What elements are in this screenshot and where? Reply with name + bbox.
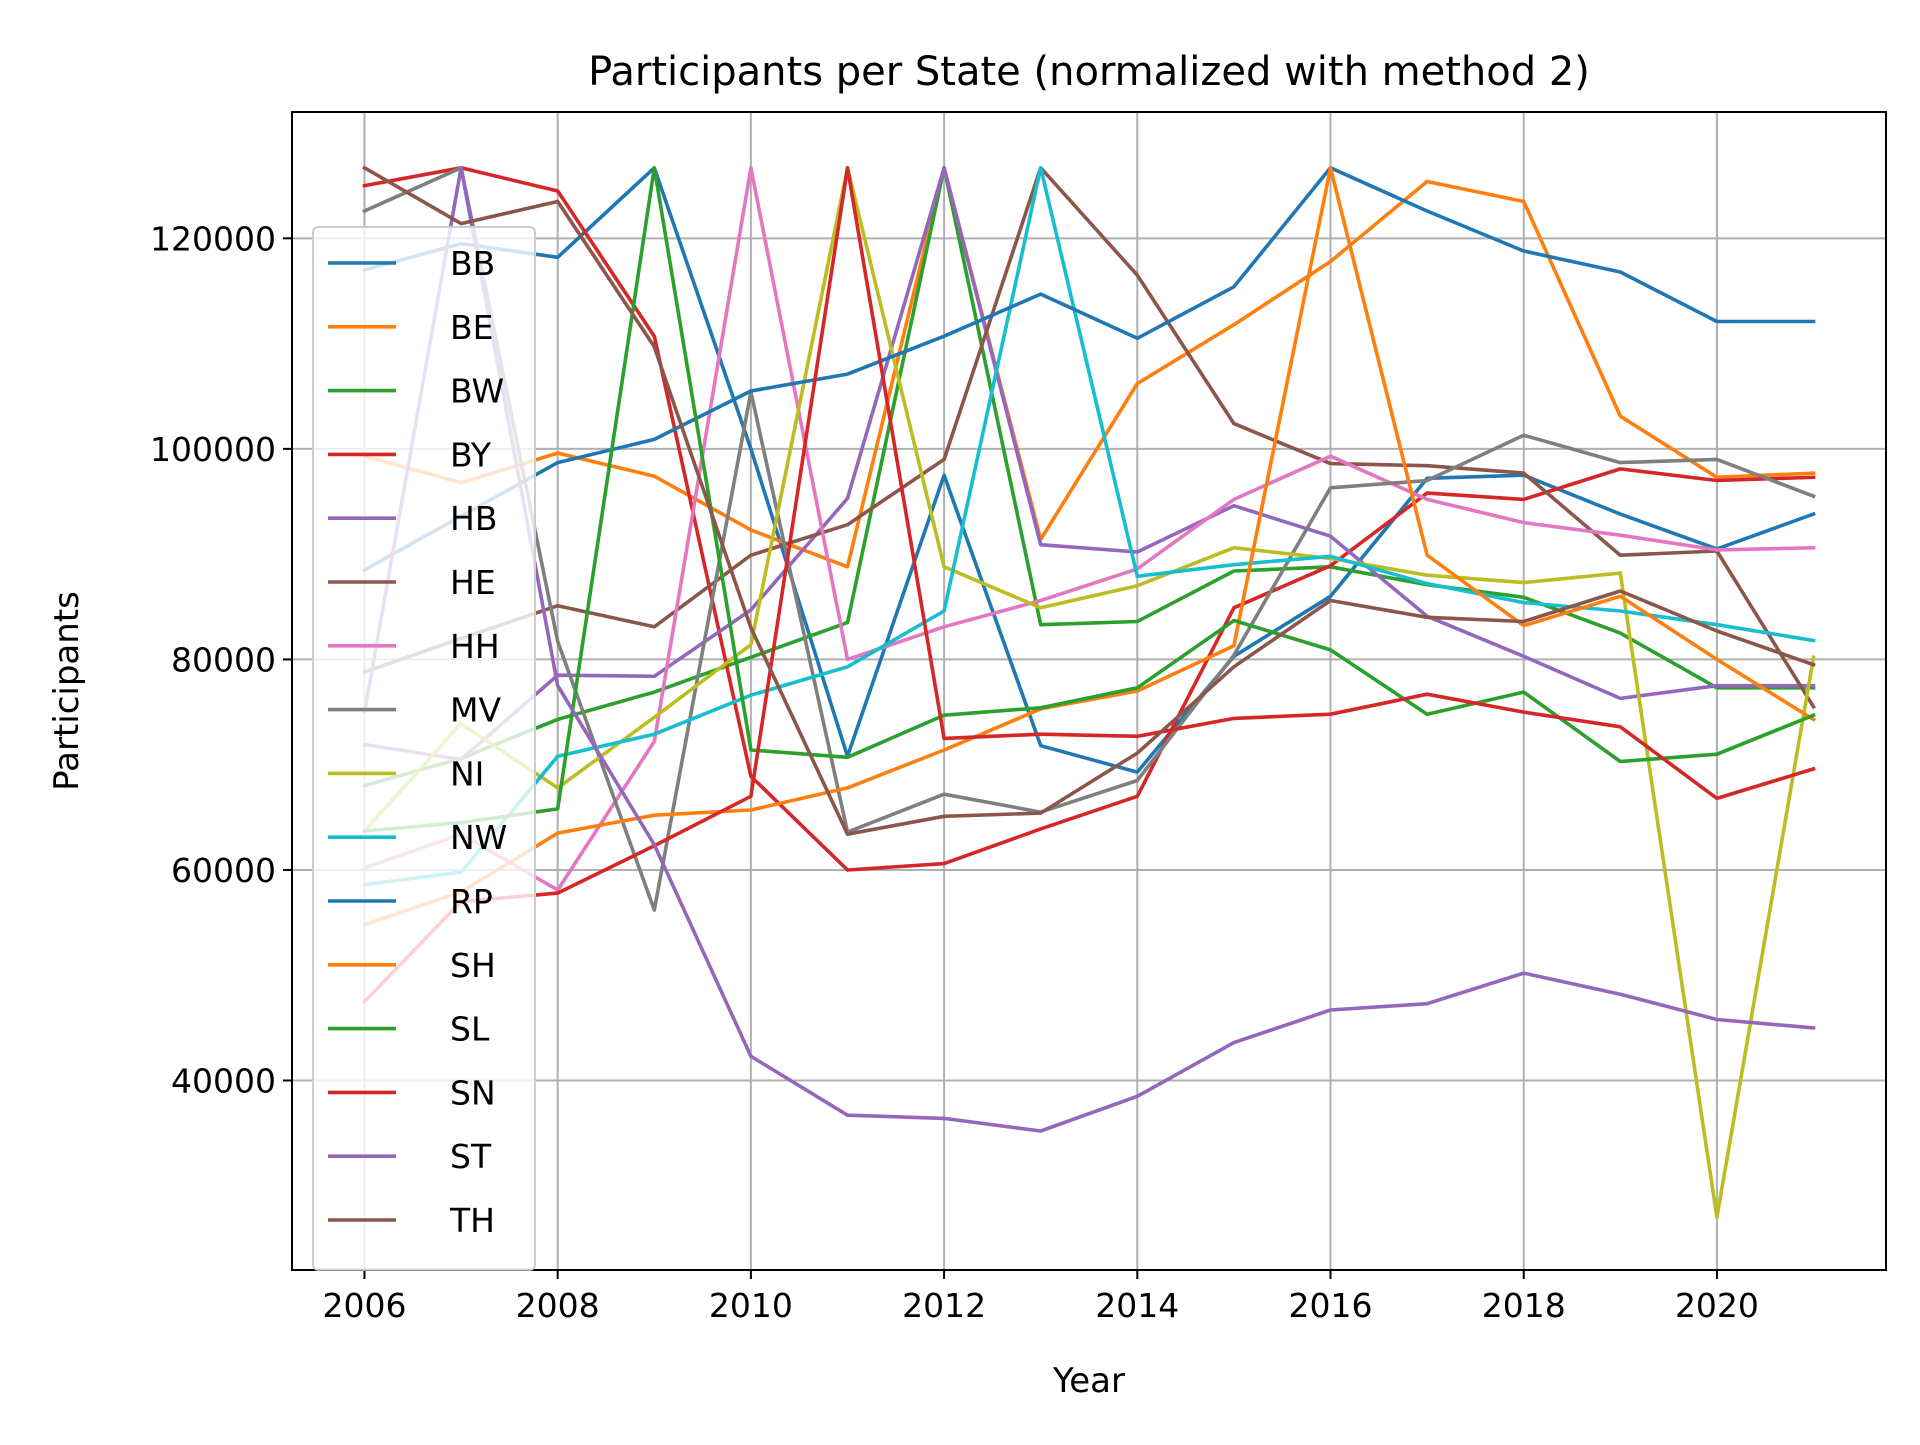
y-tick-label: 60000 xyxy=(171,851,276,890)
x-tick-label: 2016 xyxy=(1289,1286,1373,1325)
legend-label-mv: MV xyxy=(450,691,501,730)
x-tick-label: 2018 xyxy=(1482,1286,1566,1325)
y-tick-label: 120000 xyxy=(150,219,276,258)
x-tick-label: 2006 xyxy=(322,1286,406,1325)
x-axis-label: Year xyxy=(1052,1361,1125,1401)
series-line-by xyxy=(362,166,1816,872)
series-line-he xyxy=(362,166,1816,710)
legend-label-nw: NW xyxy=(450,818,507,857)
series-line-rp xyxy=(362,166,1816,573)
legend-box xyxy=(312,226,536,1271)
legend-label-sh: SH xyxy=(450,946,496,985)
x-tick-label: 2008 xyxy=(516,1286,600,1325)
x-tick-label: 2014 xyxy=(1095,1286,1179,1325)
x-tick-label: 2010 xyxy=(709,1286,793,1325)
legend-label-bb: BB xyxy=(450,244,495,283)
legend-label-ni: NI xyxy=(450,754,484,793)
legend-label-be: BE xyxy=(450,308,494,347)
plot-frame xyxy=(291,111,1887,1271)
series-line-th xyxy=(362,165,1816,837)
y-tick-label: 40000 xyxy=(171,1062,276,1101)
series-line-ni xyxy=(361,166,1816,1220)
series-line-be xyxy=(362,166,1816,569)
legend-label-rp: RP xyxy=(450,882,493,921)
legend-label-th: TH xyxy=(449,1201,495,1240)
series-line-hb xyxy=(362,166,1816,762)
legend-label-he: HE xyxy=(450,563,496,602)
series-line-hh xyxy=(362,166,1816,892)
series-line-sh xyxy=(362,166,1816,927)
series-line-st xyxy=(362,166,1816,1133)
series-line-sn xyxy=(361,166,1816,1005)
series-line-sl xyxy=(362,166,1816,833)
x-tick-label: 2012 xyxy=(902,1286,986,1325)
legend-label-bw: BW xyxy=(450,372,504,411)
series-line-bw xyxy=(362,166,1816,788)
legend-label-hb: HB xyxy=(450,499,497,538)
series-line-bb xyxy=(362,166,1816,774)
legend-label-sl: SL xyxy=(450,1010,490,1049)
x-tick-label: 2020 xyxy=(1675,1286,1759,1325)
chart-title: Participants per State (normalized with … xyxy=(588,49,1590,95)
legend-label-st: ST xyxy=(450,1137,492,1176)
legend-label-sn: SN xyxy=(450,1073,496,1112)
series-line-mv xyxy=(362,166,1816,912)
legend-label-by: BY xyxy=(450,435,492,474)
legend: BB BE BW BY HB HE HH MV NI NW RP SH SL SN ST TH xyxy=(312,226,536,1271)
axis-ticks: 2006 2008 2010 2012 2014 2016 2018 2020 40000 600… xyxy=(150,219,1759,1325)
y-tick-label: 80000 xyxy=(171,640,276,679)
legend-label-hh: HH xyxy=(450,627,500,666)
y-axis-label: Participants xyxy=(47,591,87,791)
y-tick-label: 100000 xyxy=(150,430,276,469)
series-lines xyxy=(361,165,1816,1220)
